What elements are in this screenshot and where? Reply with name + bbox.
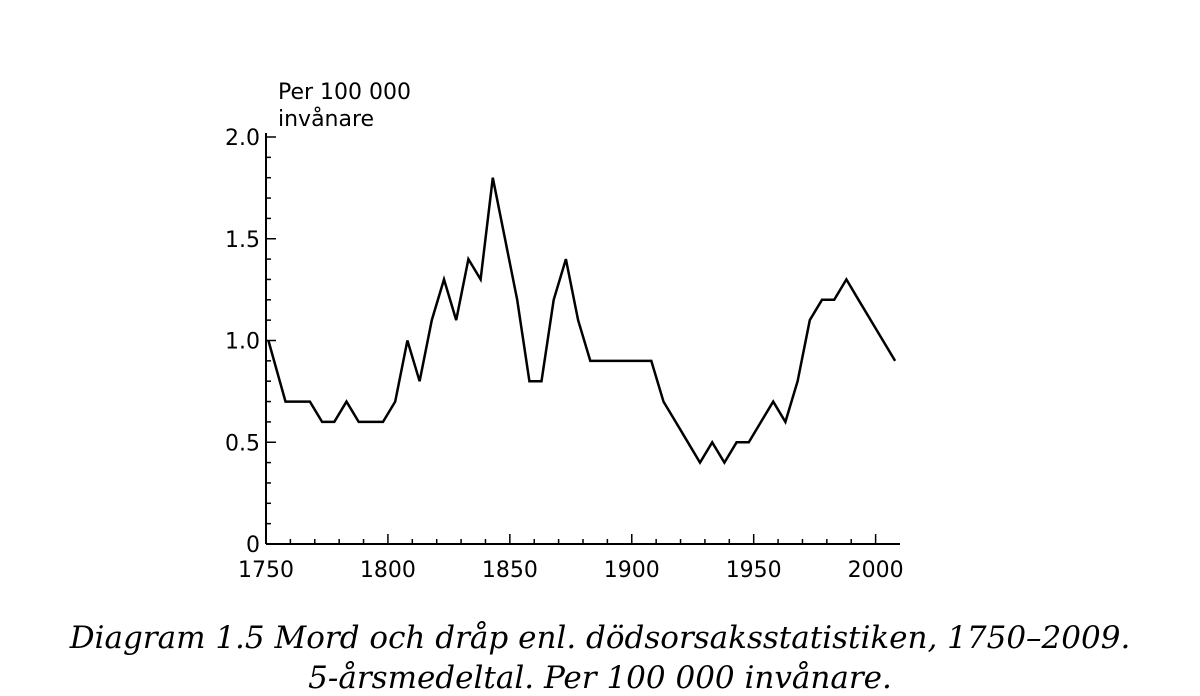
x-tick-label: 1750 (238, 558, 294, 583)
figure-caption-line-1: Diagram 1.5 Mord och dråp enl. dödsorsak… (0, 620, 1200, 656)
y-axis-title: Per 100 000 invånare (278, 80, 411, 132)
figure-caption-line-2: 5-årsmedeltal. Per 100 000 invånare. (0, 660, 1200, 696)
y-tick-label: 1.5 (225, 228, 260, 253)
x-tick-label: 1800 (360, 558, 416, 583)
y-axis-title-line-2: invånare (278, 106, 374, 132)
x-tick-label: 1850 (482, 558, 538, 583)
x-tick-label: 1950 (726, 558, 782, 583)
series-line (268, 178, 895, 463)
y-axis-title-line-1: Per 100 000 (278, 80, 411, 105)
x-tick-label: 2000 (848, 558, 904, 583)
y-tick-label: 0 (246, 533, 260, 558)
x-tick-label: 1900 (604, 558, 660, 583)
y-tick-label: 1.0 (225, 330, 260, 355)
series-layer (268, 178, 895, 463)
line-chart: Per 100 000 invånare 0 0.5 1.0 1.5 2.0 1750 18… (0, 0, 1200, 675)
y-tick-label: 2.0 (225, 126, 260, 151)
y-tick-label: 0.5 (225, 431, 260, 456)
